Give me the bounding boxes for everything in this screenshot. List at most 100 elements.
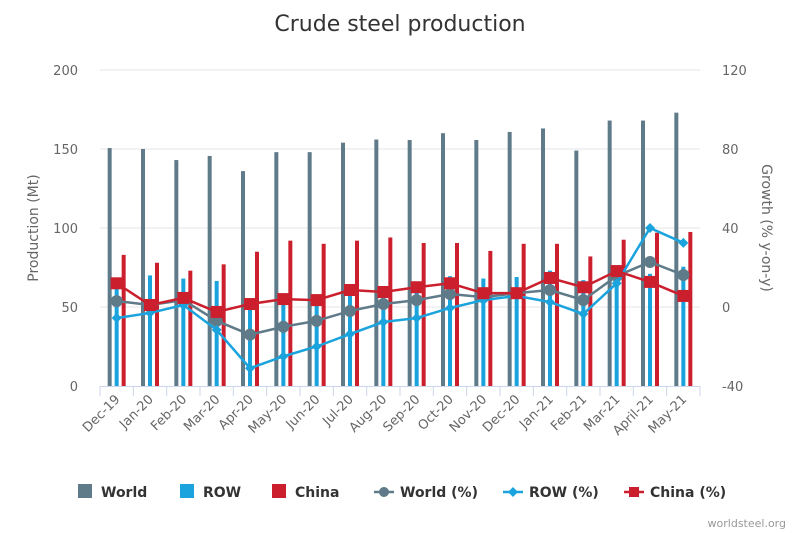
marker-square: [410, 281, 423, 294]
marker-square: [544, 271, 556, 284]
y-tick-label: 0: [70, 380, 78, 395]
x-tick-label: Dec-20: [480, 392, 523, 435]
x-tick-label: Sep-20: [381, 392, 424, 435]
marker-diamond: [111, 313, 122, 324]
legend-label: China (%): [650, 485, 726, 501]
marker-circle: [244, 328, 256, 341]
legend-label: China: [295, 485, 339, 501]
y-tick-label: 50: [61, 301, 78, 316]
bar-china: [388, 237, 393, 386]
bar-row: [181, 278, 186, 386]
marker-square: [277, 293, 290, 306]
line-row-: [116, 226, 684, 370]
bar-world: [674, 112, 679, 386]
bar-world: [441, 133, 445, 386]
bar-world: [274, 152, 279, 386]
x-tick-label: Jun-20: [283, 392, 324, 433]
bar-world: [141, 149, 145, 386]
y2-tick-label: 40: [722, 222, 739, 237]
line-china-: [115, 269, 684, 314]
marker-circle: [344, 304, 356, 317]
marker-diamond: [211, 324, 222, 335]
bar-world: [474, 139, 479, 386]
bar-row: [614, 266, 619, 386]
y-tick-label: 100: [53, 222, 78, 237]
marker-diamond: [678, 237, 689, 248]
legend-label: ROW: [203, 485, 241, 501]
x-tick-label: Mar-20: [181, 392, 223, 434]
bar-china: [655, 232, 659, 386]
watermark: worldsteel.org: [708, 517, 786, 530]
bar-world: [241, 171, 245, 386]
marker-diamond: [245, 363, 255, 374]
y-tick-label: 150: [53, 143, 78, 158]
bar-china: [155, 262, 159, 386]
marker-square: [644, 275, 656, 288]
marker-circle: [644, 255, 656, 268]
bar-world: [207, 155, 212, 386]
bar-row: [281, 297, 286, 386]
bar-world: [341, 142, 345, 386]
marker-square: [477, 287, 490, 300]
marker-diamond: [578, 308, 589, 319]
bar-world: [607, 120, 612, 386]
bar-china: [621, 239, 626, 386]
bar-world: [574, 150, 579, 386]
bar-china: [555, 243, 559, 386]
bar-china: [488, 250, 493, 386]
marker-circle: [377, 298, 390, 311]
legend-swatch-world: [78, 484, 92, 498]
bar-row: [248, 305, 252, 386]
line-world-: [116, 260, 684, 336]
bar-world: [541, 128, 545, 386]
marker-square: [610, 265, 623, 278]
marker-square: [344, 284, 356, 297]
marker-square: [577, 281, 590, 294]
y-tick-label: 200: [53, 64, 78, 79]
marker-square: [110, 277, 123, 290]
marker-diamond: [278, 351, 289, 362]
bar-world: [374, 139, 379, 386]
y2-tick-label: 80: [722, 143, 739, 158]
marker-square: [677, 289, 690, 302]
bar-world: [407, 139, 412, 386]
bar-china: [221, 264, 226, 386]
bar-china: [121, 254, 126, 386]
bar-row: [448, 276, 452, 386]
bar-china: [521, 243, 526, 386]
bar-china: [688, 231, 693, 386]
bar-china: [321, 243, 326, 386]
marker-diamond: [378, 317, 389, 328]
bar-world: [107, 148, 112, 386]
marker-diamond: [311, 341, 322, 352]
legend-label: World: [101, 485, 147, 501]
y2-tick-label: 120: [722, 64, 747, 79]
marker-square: [444, 277, 456, 290]
bar-row: [481, 278, 486, 386]
bar-row: [548, 270, 552, 386]
bar-row: [681, 266, 686, 386]
bar-row: [381, 288, 386, 386]
bar-row: [414, 283, 419, 386]
bar-row: [314, 294, 319, 386]
y2-tick-label: -40: [722, 380, 743, 395]
marker-circle: [444, 287, 456, 300]
marker-circle: [677, 269, 690, 282]
marker-diamond: [411, 313, 422, 324]
bar-row: [514, 276, 519, 386]
y2-tick-label: 0: [722, 301, 730, 316]
marker-square: [177, 291, 190, 304]
bar-row: [648, 273, 652, 386]
marker-square: [244, 298, 256, 311]
marker-circle: [277, 320, 290, 333]
marker-square: [310, 294, 323, 307]
bar-world: [507, 131, 512, 386]
y2-axis-label: Growth (% y-on-y): [758, 164, 774, 292]
marker-square: [377, 285, 390, 298]
bar-world: [641, 120, 645, 386]
marker-square: [144, 299, 156, 312]
legend-label: World (%): [400, 485, 478, 501]
bar-row: [148, 275, 152, 386]
bar-china: [455, 243, 459, 386]
